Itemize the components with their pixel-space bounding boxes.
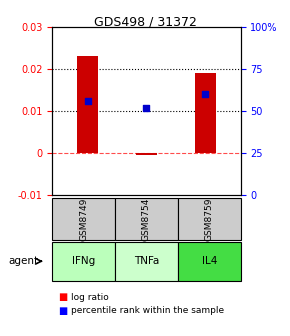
Bar xyxy=(77,56,98,153)
Point xyxy=(85,98,90,103)
Bar xyxy=(136,153,157,155)
Text: GDS498 / 31372: GDS498 / 31372 xyxy=(94,15,196,28)
Text: IFNg: IFNg xyxy=(72,256,95,266)
Text: ■: ■ xyxy=(58,306,67,316)
Text: IL4: IL4 xyxy=(202,256,217,266)
Text: percentile rank within the sample: percentile rank within the sample xyxy=(71,306,224,315)
Text: GSM8754: GSM8754 xyxy=(142,198,151,241)
Text: ■: ■ xyxy=(58,292,67,302)
Text: agent: agent xyxy=(9,256,39,266)
Text: GSM8759: GSM8759 xyxy=(205,198,214,241)
Text: GSM8749: GSM8749 xyxy=(79,198,88,241)
Point xyxy=(203,91,208,97)
Point xyxy=(144,105,149,110)
Bar xyxy=(195,73,216,153)
Text: TNFa: TNFa xyxy=(134,256,159,266)
Text: log ratio: log ratio xyxy=(71,293,109,302)
